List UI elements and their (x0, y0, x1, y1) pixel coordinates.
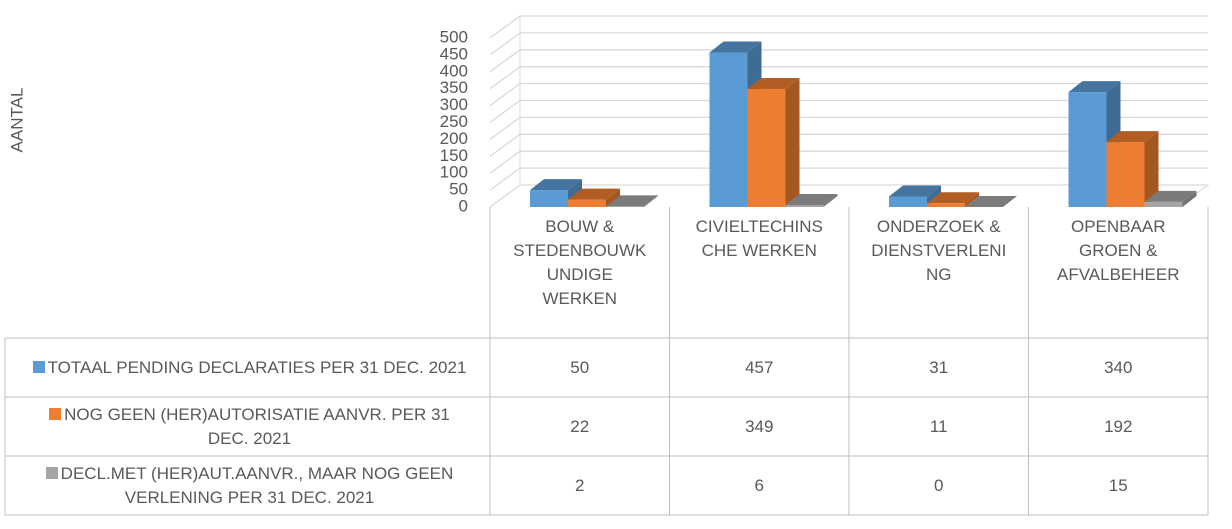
table-value: 349 (670, 397, 850, 456)
legend-text: TOTAAL PENDING DECLARATIES PER 31 DEC. 2… (32, 356, 467, 380)
bar-top (1068, 81, 1121, 93)
y-tick-label: 450 (440, 44, 468, 63)
y-tick-label: 300 (440, 95, 468, 114)
bar (606, 195, 658, 207)
bar-side (1144, 131, 1159, 207)
text: ONDERZOEK & DIENSTVERLENING (871, 217, 1007, 284)
table-value: 192 (1029, 397, 1209, 456)
grid-line (489, 15, 1208, 39)
table-value: 0 (849, 456, 1029, 515)
bar-top (965, 196, 1017, 207)
y-tick-label: 400 (440, 61, 468, 80)
bar (568, 188, 620, 207)
text: 31 (929, 357, 949, 377)
legend-text: NOG GEEN (HER)AUTORISATIE AANVR. PER 31 … (27, 403, 472, 451)
bar-top (927, 192, 979, 204)
bar-front (530, 190, 568, 207)
bar-top (530, 179, 582, 191)
bar-top (568, 188, 620, 200)
legend-swatch (49, 407, 62, 420)
bar-top (709, 41, 762, 53)
bar-front (747, 89, 786, 207)
text: 340 (1104, 357, 1133, 377)
y-tick-label: 150 (440, 146, 468, 165)
y-axis-label: AANTAL (7, 88, 26, 153)
legend-label: NOG GEEN (HER)AUTORISATIE AANVR. PER 31 … (64, 404, 450, 448)
text: 192 (1104, 416, 1133, 436)
y-tick-label: 350 (440, 78, 468, 97)
grid-line (489, 32, 1208, 56)
y-tick-label: 250 (440, 112, 468, 131)
bar-top (747, 78, 800, 90)
legend-entry: NOG GEEN (HER)AUTORISATIE AANVR. PER 31 … (5, 397, 490, 456)
legend-entry: DECL.MET (HER)AUT.AANVR., MAAR NOG GEEN … (5, 456, 490, 515)
bar-front (1068, 92, 1107, 207)
bar-front (1106, 142, 1145, 207)
table-value: 50 (490, 338, 670, 397)
bar-front (785, 204, 824, 207)
text: 15 (1108, 475, 1128, 495)
text: 50 (570, 357, 590, 377)
x-tick-label: ONDERZOEK & DIENSTVERLENING (849, 215, 1029, 338)
bar-side (823, 193, 838, 207)
bar (785, 193, 838, 207)
bar-top (1144, 190, 1197, 202)
bar-side (644, 195, 658, 207)
bar (965, 196, 1017, 207)
bar-front (889, 196, 927, 207)
table-value: 2 (490, 456, 670, 515)
table-value: 457 (670, 338, 850, 397)
bar-top (1106, 131, 1159, 143)
text: 6 (754, 475, 764, 495)
x-tick-label: CIVIELTECHINSCHE WERKEN (670, 215, 850, 338)
bar (747, 78, 800, 208)
table-value: 340 (1029, 338, 1209, 397)
text: OPENBAAR GROEN & AFVALBEHEER (1056, 217, 1180, 284)
y-tick-label: 500 (440, 27, 468, 46)
table-value: 22 (490, 397, 670, 456)
bar-front (606, 206, 644, 207)
bar (1144, 190, 1197, 207)
bar-front (1144, 201, 1183, 207)
y-tick-label: 0 (459, 196, 468, 215)
bar (1106, 131, 1159, 207)
text: 349 (745, 416, 774, 436)
table-value: 6 (670, 456, 850, 515)
table-value: 11 (849, 397, 1029, 456)
table-value: 15 (1029, 456, 1209, 515)
bar-top (889, 185, 941, 197)
x-tick-label: OPENBAAR GROEN & AFVALBEHEER (1029, 215, 1209, 338)
bar-side (965, 192, 979, 207)
text: CIVIELTECHINSCHE WERKEN (695, 217, 823, 260)
legend-swatch (45, 466, 58, 479)
bar-top (606, 195, 658, 207)
table-value: 31 (849, 338, 1029, 397)
bar-front (927, 203, 965, 207)
text: 11 (929, 416, 948, 436)
legend-text: DECL.MET (HER)AUT.AANVR., MAAR NOG GEEN … (27, 462, 472, 510)
y-tick-label: 200 (440, 129, 468, 148)
bar-side (606, 188, 620, 207)
legend-label: TOTAAL PENDING DECLARATIES PER 31 DEC. 2… (47, 357, 467, 377)
bar (927, 192, 979, 207)
bar-front (709, 52, 748, 208)
bar-top (785, 193, 838, 205)
legend-label: DECL.MET (HER)AUT.AANVR., MAAR NOG GEEN … (60, 463, 454, 507)
legend-swatch (32, 360, 45, 373)
legend-entry: TOTAAL PENDING DECLARATIES PER 31 DEC. 2… (5, 338, 490, 397)
text: 0 (934, 475, 944, 495)
y-tick-label: 50 (449, 180, 468, 199)
bar-side (1182, 190, 1197, 207)
text: BOUW & STEDENBOUWKUNDIGE WERKEN (513, 217, 647, 308)
bar-front (568, 199, 606, 207)
text: 2 (575, 475, 585, 495)
text: 457 (745, 357, 774, 377)
y-tick-label: 100 (440, 163, 468, 182)
text: 22 (570, 416, 590, 436)
bar-side (785, 78, 800, 208)
x-tick-label: BOUW & STEDENBOUWKUNDIGE WERKEN (490, 215, 670, 338)
grid-line (489, 49, 1208, 73)
